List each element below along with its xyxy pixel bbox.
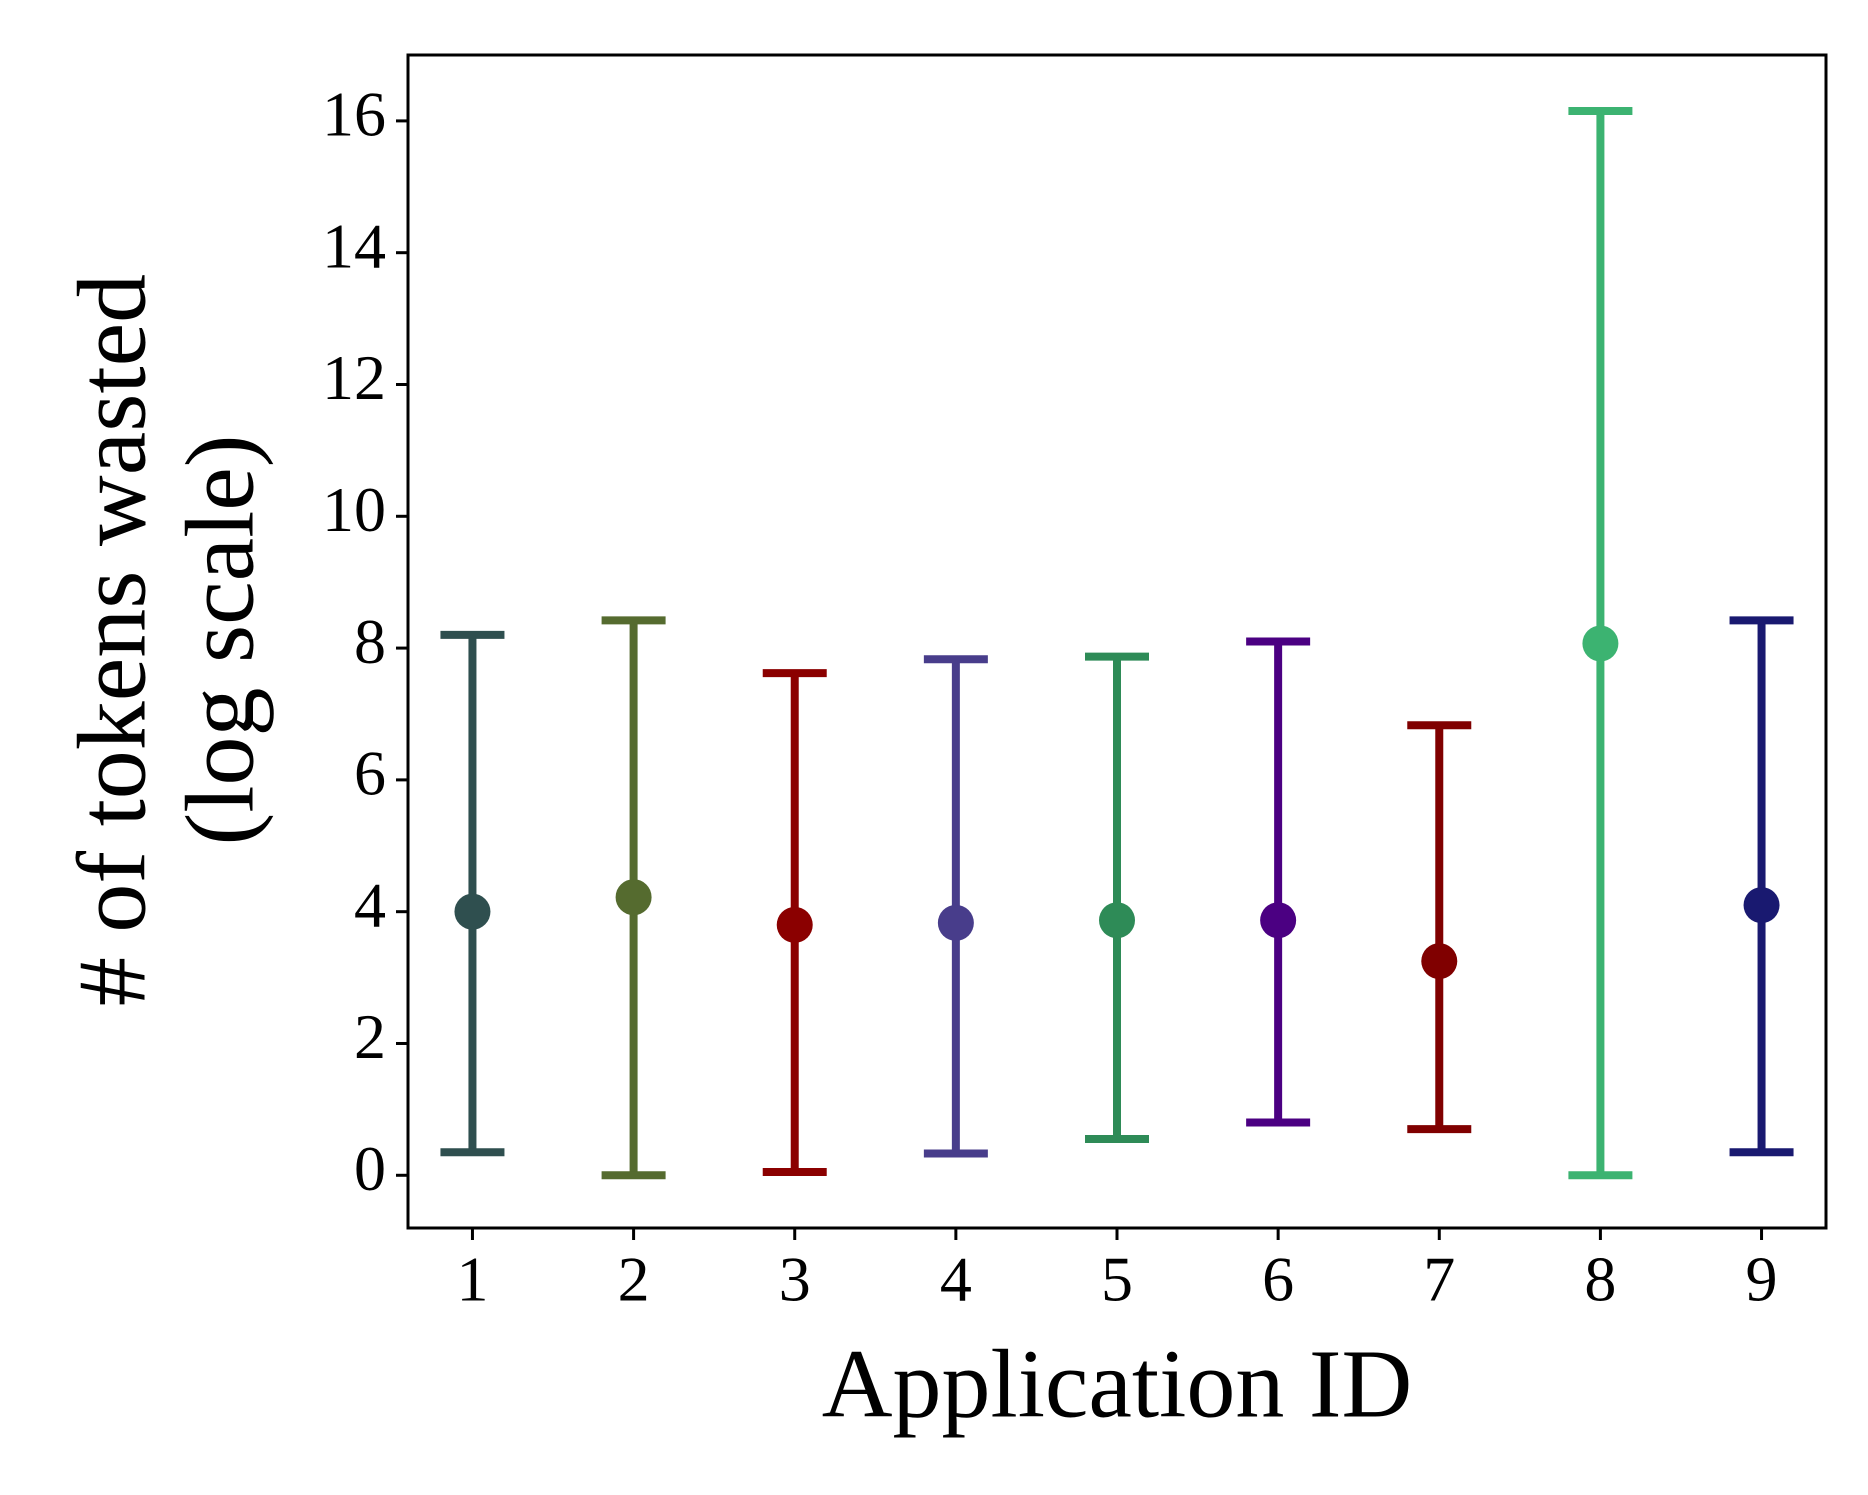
y-tick-label: 14 — [322, 210, 386, 281]
x-axis-label: Application ID — [822, 1330, 1413, 1438]
point — [1260, 902, 1297, 939]
x-tick-label: 9 — [1746, 1244, 1778, 1315]
y-tick-label: 6 — [354, 738, 386, 809]
point — [937, 904, 974, 941]
y-tick-label: 8 — [354, 606, 386, 677]
y-tick-label: 10 — [322, 474, 386, 545]
y-tick-label: 2 — [354, 1001, 386, 1072]
y-axis-label: # of tokens wasted — [58, 274, 166, 1006]
x-tick-label: 5 — [1101, 1244, 1133, 1315]
x-tick-label: 8 — [1584, 1244, 1616, 1315]
y-tick-label: 4 — [354, 869, 386, 940]
y-tick-label: 16 — [322, 79, 386, 150]
point — [1099, 902, 1135, 939]
point — [1743, 887, 1780, 924]
y-axis-label: (log scale) — [166, 435, 274, 846]
x-tick-label: 1 — [456, 1244, 488, 1315]
point — [776, 906, 813, 943]
y-tick-label: 12 — [322, 342, 386, 413]
point — [615, 879, 652, 916]
x-tick-label: 3 — [779, 1244, 811, 1315]
x-tick-label: 6 — [1262, 1244, 1294, 1315]
y-tick-label: 0 — [354, 1133, 386, 1204]
point — [1582, 625, 1619, 662]
x-tick-label: 4 — [940, 1244, 972, 1315]
plot-frame — [406, 53, 1828, 1230]
point — [454, 893, 491, 930]
x-tick-label: 2 — [618, 1244, 650, 1315]
x-tick-label: 7 — [1423, 1244, 1455, 1315]
point — [1421, 943, 1458, 980]
